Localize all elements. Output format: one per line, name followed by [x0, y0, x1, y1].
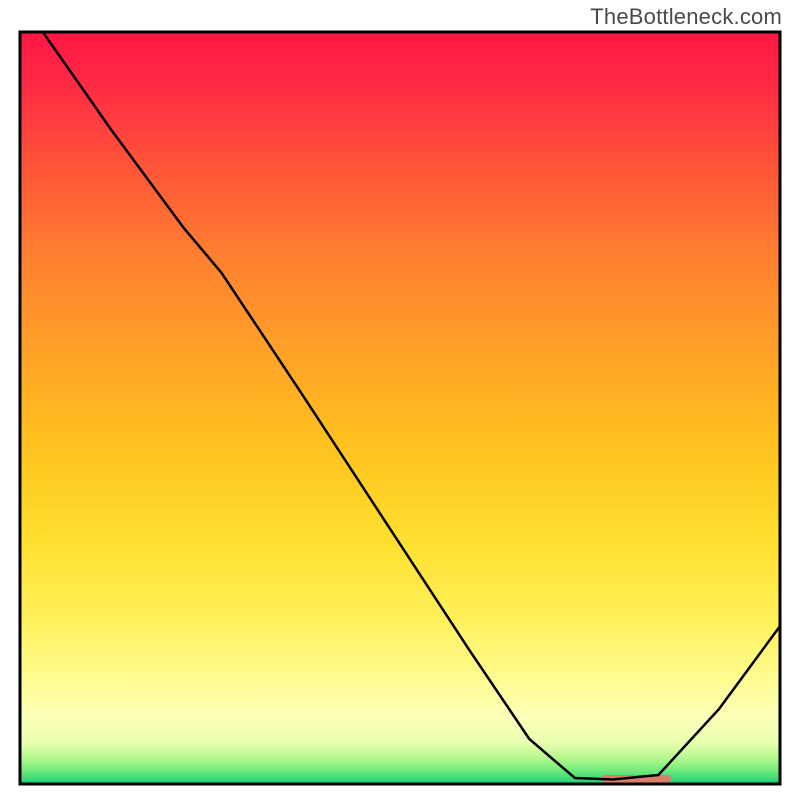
watermark-text: TheBottleneck.com: [590, 4, 782, 30]
chart-svg: [16, 28, 784, 788]
bottleneck-chart: [16, 28, 784, 788]
plot-background: [20, 32, 780, 784]
